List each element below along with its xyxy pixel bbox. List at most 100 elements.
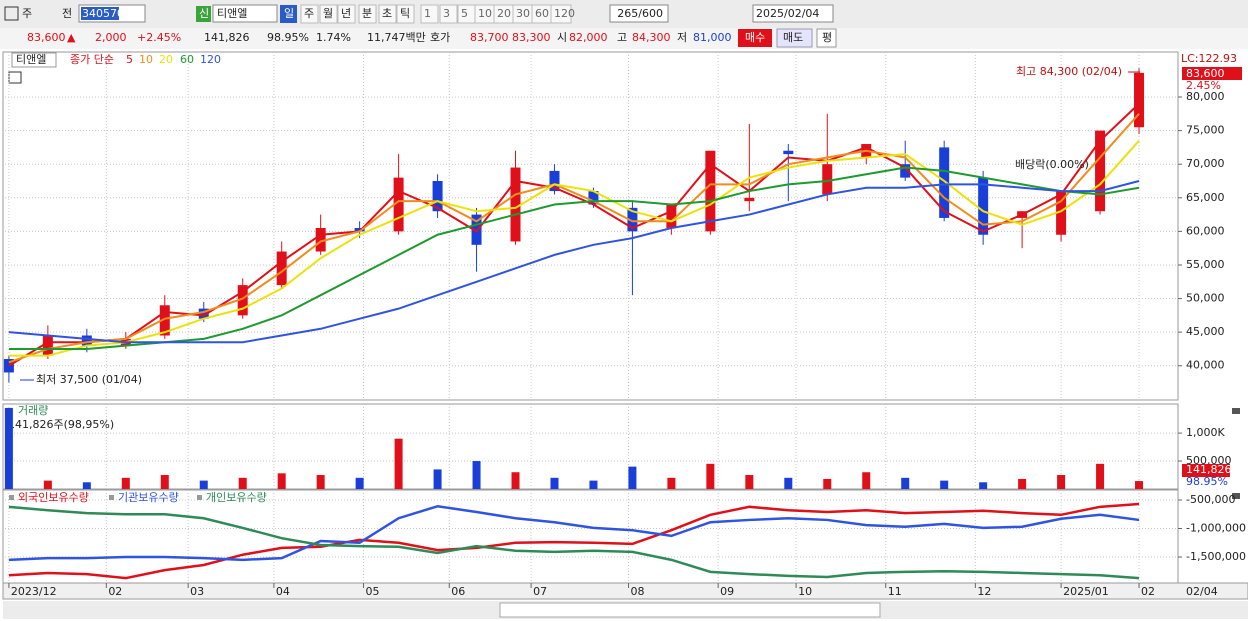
volume-bar	[550, 477, 559, 489]
volume-last-box	[1182, 464, 1230, 477]
x-tick-label: 07	[533, 585, 547, 598]
date-box[interactable]	[752, 4, 834, 23]
toolbar-item[interactable]: 월	[323, 7, 333, 20]
period-button[interactable]	[420, 4, 439, 24]
volume-title: 거래량	[18, 404, 48, 417]
x-axis-strip	[2, 582, 1248, 600]
volume-bar	[1096, 463, 1105, 489]
toolbar-item[interactable]: 분	[362, 7, 372, 20]
toolbar-item[interactable]: 주	[22, 7, 32, 20]
moving-average	[8, 113, 1140, 364]
info-item: 81,000	[693, 31, 732, 44]
scroll-thumb[interactable]	[499, 602, 881, 618]
period-button[interactable]	[300, 4, 319, 24]
candle-body	[510, 167, 521, 242]
period-button[interactable]	[396, 4, 415, 24]
info-item[interactable]: 매수	[745, 31, 765, 44]
close-icon[interactable]	[1232, 493, 1240, 499]
period-button[interactable]	[439, 4, 458, 24]
candle-body	[315, 228, 326, 252]
legend-swatch	[109, 495, 114, 500]
info-item: +2.45%	[137, 31, 181, 44]
avg-button[interactable]	[816, 28, 837, 48]
candle-body	[588, 191, 599, 205]
info-item: 83,600	[27, 31, 66, 44]
icon[interactable]	[4, 6, 19, 21]
toolbar-item[interactable]: 주	[304, 7, 314, 20]
volume-bar	[628, 466, 637, 489]
toolbar-item[interactable]: 1	[424, 7, 431, 20]
toolbar-item[interactable]: 틱	[400, 7, 410, 20]
y-tick-label: 65,000	[1186, 191, 1225, 204]
period-button[interactable]	[358, 4, 377, 24]
axis-top: LC:122.93	[1181, 52, 1237, 65]
x-tick-label: 04	[276, 585, 290, 598]
toolbar-item[interactable]: 일	[284, 6, 294, 20]
period-button[interactable]	[337, 4, 356, 24]
candle-body	[198, 308, 209, 319]
info-item[interactable]: 매도	[783, 31, 803, 44]
volume-current: 141,826주(98,95%)	[8, 418, 114, 431]
toolbar-item[interactable]: 신	[199, 7, 209, 20]
toolbar-item[interactable]: 5	[461, 7, 468, 20]
x-tick-label: 08	[631, 585, 645, 598]
x-tick-label: 11	[888, 585, 902, 598]
candle-body	[393, 177, 404, 232]
period-button[interactable]	[378, 4, 397, 24]
y-tick-label: 1,000K	[1186, 426, 1225, 439]
sell-button[interactable]	[776, 28, 813, 48]
period-button[interactable]	[550, 4, 572, 24]
toolbar-item[interactable]: 2025/02/04	[756, 7, 819, 20]
toolbar-item[interactable]: 초	[382, 7, 392, 20]
toolbar-item[interactable]: 60	[535, 7, 549, 20]
panel-icon[interactable]	[8, 71, 22, 84]
x-tick-label: 12	[977, 585, 991, 598]
volume-bar	[979, 482, 988, 489]
info-item: 141,826	[204, 31, 250, 44]
volume-bar	[277, 473, 286, 489]
info-item: 11,747백만	[367, 31, 426, 44]
volume-bar	[316, 475, 325, 489]
candle-body	[783, 150, 794, 155]
toolbar-item[interactable]: 3	[443, 7, 450, 20]
volume-bar	[745, 475, 754, 489]
toolbar-item[interactable]: 30	[516, 7, 530, 20]
toolbar-item[interactable]: 전	[62, 7, 72, 20]
toolbar-item[interactable]: 20	[497, 7, 511, 20]
close-icon[interactable]	[1232, 408, 1240, 414]
volume-bar	[82, 482, 91, 489]
candle-body	[471, 214, 482, 245]
info-item[interactable]: 평	[822, 31, 832, 44]
toolbar-item[interactable]: 340570	[82, 7, 124, 20]
volume-bar	[589, 480, 598, 489]
volume-bar	[511, 472, 520, 489]
toolbar-item[interactable]: 120	[554, 7, 575, 20]
x-tick-label: 09	[720, 585, 734, 598]
buy-button[interactable]	[738, 29, 772, 47]
holding-line	[8, 505, 1140, 580]
last-price: 83,600	[1186, 67, 1225, 80]
toolbar-item[interactable]: 티앤엘	[217, 7, 247, 20]
holding-line	[8, 502, 1140, 580]
name-box[interactable]	[212, 4, 278, 23]
volume-bar	[901, 477, 910, 489]
name-tag	[11, 52, 57, 68]
y-tick-label: 70,000	[1186, 157, 1225, 170]
candle-body	[1134, 72, 1145, 128]
toolbar-item[interactable]: 년	[341, 7, 351, 20]
holding-line	[8, 504, 1140, 562]
count-box[interactable]	[609, 4, 669, 23]
volume-bar	[1135, 481, 1144, 489]
candle-body	[822, 164, 833, 195]
toolbar-item[interactable]: 265/600	[617, 7, 663, 20]
period-button[interactable]	[319, 4, 338, 24]
x-tick-label: 03	[190, 585, 204, 598]
info-item: 호가	[430, 31, 450, 44]
toolbar-item[interactable]: 10	[478, 7, 492, 20]
legend-swatch	[9, 495, 14, 500]
x-tick-label: 06	[451, 585, 465, 598]
legend-entry: 개인보유수량	[206, 491, 267, 504]
x-current: 02/04	[1186, 585, 1218, 598]
legend-entry: 20	[159, 53, 173, 66]
